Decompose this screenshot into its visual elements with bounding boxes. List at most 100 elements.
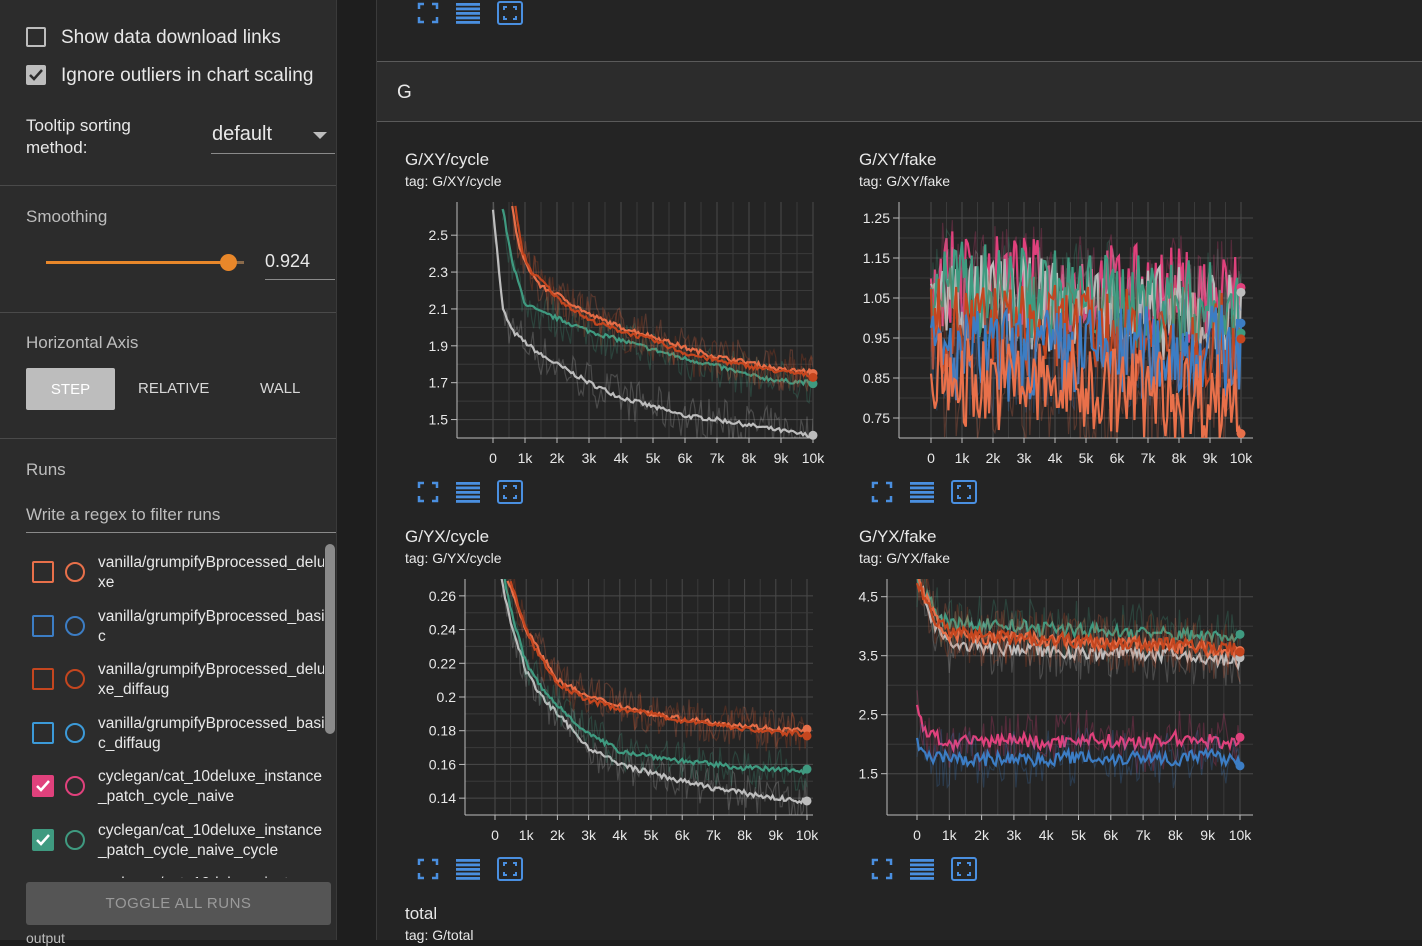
- x-tick-label: 8k: [1168, 827, 1184, 843]
- series-line: [514, 205, 813, 378]
- fullscreen-icon[interactable]: [415, 856, 441, 882]
- prev-card-footer: [377, 0, 1422, 62]
- run-checkbox[interactable]: [32, 561, 54, 583]
- chart-tag: tag: G/YX/cycle: [405, 550, 502, 566]
- run-checkbox[interactable]: [32, 828, 54, 851]
- chart-svg[interactable]: 0 1k 2k 3k 4k 5k 6k 7k 8k 9k 10k 1.5 2.5 3.5 4.5: [831, 527, 1281, 847]
- x-tick-label: 9k: [1200, 827, 1216, 843]
- series-line: [929, 278, 1243, 389]
- smoothing-title: Smoothing: [26, 207, 108, 226]
- runs-scrollbar[interactable]: [325, 544, 335, 734]
- x-tick-label: 5k: [646, 450, 662, 466]
- runs-filter-input[interactable]: Write a regex to filter runs: [26, 500, 336, 533]
- series-end-point: [802, 796, 812, 806]
- series-line: [918, 579, 1242, 672]
- series-end-point: [802, 731, 812, 741]
- fullscreen-icon[interactable]: [869, 479, 895, 505]
- x-tick-label: 8k: [1172, 450, 1188, 466]
- ignore-outliers-label: Ignore outliers in chart scaling: [61, 65, 314, 86]
- y-tick-label: 1.25: [863, 210, 890, 226]
- run-item[interactable]: cyclegan/cat_10deluxe_instance_patch_cyc…: [30, 822, 322, 877]
- chart-svg[interactable]: 0 1k 2k 3k 4k 5k 6k 7k 8k 9k 10k 0.75 0.85 0.95 1.05 1.…: [831, 150, 1281, 470]
- run-item[interactable]: cyclegan/cat_10deluxe_instance_patch_cyc…: [30, 768, 322, 823]
- fit-domain-icon[interactable]: [497, 0, 523, 26]
- run-item[interactable]: vanilla/grumpifyBprocessed_deluxe: [30, 554, 324, 609]
- slider-thumb[interactable]: [220, 254, 237, 271]
- ignore-outliers-checkbox[interactable]: [26, 65, 46, 85]
- fullscreen-icon[interactable]: [415, 479, 441, 505]
- group-header[interactable]: G: [377, 62, 1422, 122]
- run-checkbox[interactable]: [32, 721, 54, 744]
- check-icon: [29, 69, 43, 81]
- x-tick-label: 5k: [644, 827, 660, 843]
- list-icon[interactable]: [909, 479, 935, 505]
- axis-tab-wall[interactable]: WALL: [260, 380, 301, 397]
- fit-domain-icon[interactable]: [497, 856, 523, 882]
- run-checkbox[interactable]: [32, 614, 54, 637]
- list-icon[interactable]: [455, 0, 481, 26]
- run-checkbox[interactable]: [32, 775, 54, 797]
- show-download-links-label: Show data download links: [61, 27, 281, 48]
- series-end-point: [808, 372, 818, 382]
- y-tick-label: 0.26: [429, 588, 456, 604]
- chart-title: G/YX/fake: [859, 527, 937, 546]
- y-tick-label: 0.24: [429, 622, 456, 638]
- run-label: cyclegan/cat_10deluxe_instance_patch_cyc…: [98, 821, 323, 859]
- show-download-links-checkbox[interactable]: [26, 27, 46, 47]
- run-item[interactable]: vanilla/grumpifyBprocessed_basic: [30, 608, 324, 663]
- x-tick-label: 7k: [710, 450, 726, 466]
- axis-tab-relative[interactable]: RELATIVE: [138, 380, 210, 397]
- smoothing-input[interactable]: 0.924: [265, 248, 335, 280]
- x-tick-label: 0: [927, 450, 935, 466]
- list-icon[interactable]: [909, 856, 935, 882]
- y-tick-label: 1.5: [429, 412, 449, 428]
- x-tick-label: 6k: [678, 450, 694, 466]
- fit-domain-icon[interactable]: [497, 479, 523, 505]
- x-tick-label: 6k: [1110, 450, 1126, 466]
- smoothing-slider[interactable]: [46, 252, 244, 272]
- series-end-point: [808, 430, 818, 440]
- list-icon[interactable]: [455, 856, 481, 882]
- run-color-icon[interactable]: [65, 669, 85, 689]
- run-item[interactable]: vanilla/grumpifyBprocessed_deluxe_diffau…: [30, 661, 324, 716]
- chart-card: G/XY/fake tag: G/XY/fake 0 1k 2k 3k 4k 5k 6k 7k 8k…: [859, 150, 1309, 510]
- fit-domain-icon[interactable]: [951, 479, 977, 505]
- fit-domain-icon[interactable]: [951, 856, 977, 882]
- tooltip-sorting-select[interactable]: default: [211, 120, 335, 154]
- chart-svg[interactable]: 0 1k 2k 3k 4k 5k 6k 7k 8k 9k 10k 0.14 0.16 0.18 0.2 0.2…: [377, 527, 827, 847]
- runs-title: Runs: [26, 460, 66, 479]
- series-line: [501, 208, 813, 387]
- toggle-all-runs-button[interactable]: TOGGLE ALL RUNS: [26, 882, 331, 925]
- run-item[interactable]: vanilla/grumpifyBprocessed_basic_diffaug: [30, 715, 324, 770]
- x-tick-label: 7k: [1141, 450, 1157, 466]
- chart-card: G/XY/cycle tag: G/XY/cycle 0 1k 2k 3k 4k 5k 6k 7k…: [405, 150, 855, 510]
- run-checkbox[interactable]: [32, 668, 54, 690]
- x-tick-label: 0: [489, 450, 497, 466]
- series-line: [503, 579, 808, 776]
- chart-tag: tag: G/XY/fake: [859, 173, 951, 189]
- fullscreen-icon[interactable]: [869, 856, 895, 882]
- axis-tab-step[interactable]: STEP: [26, 368, 115, 410]
- chart-svg[interactable]: 0 1k 2k 3k 4k 5k 6k 7k 8k 9k 10k 1.5 1.7 1.9 2.1 2.3 2.5: [377, 150, 827, 470]
- runs-filter-placeholder: Write a regex to filter runs: [26, 505, 221, 524]
- run-color-icon[interactable]: [65, 829, 85, 850]
- run-color-icon[interactable]: [65, 722, 85, 743]
- y-tick-label: 3.5: [859, 648, 879, 664]
- divider: [0, 185, 336, 186]
- series-end-point: [1236, 334, 1246, 344]
- x-tick-label: 10k: [796, 827, 820, 843]
- series-raw-line: [511, 579, 808, 752]
- x-tick-label: 0: [491, 827, 499, 843]
- chart-card: G/YX/fake tag: G/YX/fake 0 1k 2k 3k 4k 5k 6k 7k 8k…: [859, 527, 1309, 887]
- series-end-point: [1236, 429, 1246, 439]
- x-tick-label: 2k: [550, 827, 566, 843]
- run-color-icon[interactable]: [65, 615, 85, 636]
- run-color-icon[interactable]: [65, 562, 85, 582]
- run-color-icon[interactable]: [65, 776, 85, 796]
- list-icon[interactable]: [455, 479, 481, 505]
- chart-card: G/YX/cycle tag: G/YX/cycle 0 1k 2k 3k 4k 5k 6k 7k…: [405, 527, 855, 887]
- x-tick-label: 4k: [612, 827, 628, 843]
- x-tick-label: 0: [913, 827, 921, 843]
- group-title: G: [397, 82, 412, 103]
- fullscreen-icon[interactable]: [415, 0, 441, 26]
